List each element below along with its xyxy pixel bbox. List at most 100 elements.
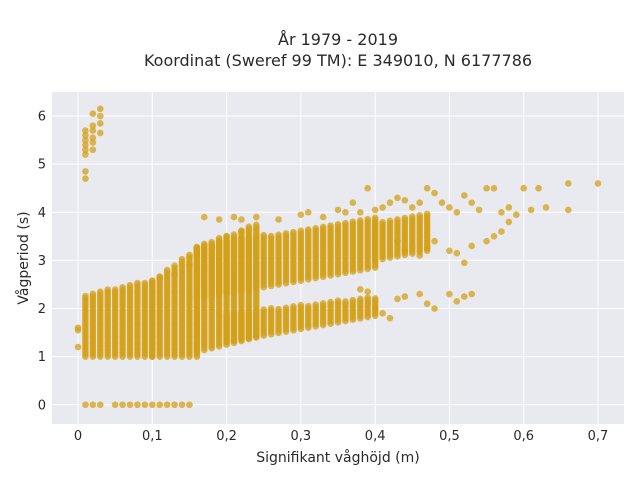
- data-point: [401, 293, 409, 300]
- data-point: [208, 245, 216, 252]
- data-point: [267, 304, 275, 312]
- data-point: [460, 192, 468, 199]
- data-point: [238, 235, 245, 243]
- data-point: [505, 204, 513, 211]
- data-point: [594, 180, 602, 187]
- data-point: [394, 295, 401, 303]
- y-tick-label: 4: [38, 206, 46, 221]
- data-point: [111, 286, 119, 293]
- data-point: [460, 293, 468, 300]
- data-point: [275, 231, 282, 239]
- data-point: [89, 146, 97, 154]
- data-point: [171, 262, 178, 269]
- data-point: [193, 243, 201, 251]
- data-point: [82, 136, 89, 144]
- data-point: [96, 112, 104, 120]
- data-point: [416, 199, 424, 206]
- data-point: [230, 237, 238, 244]
- data-point: [342, 219, 349, 227]
- data-point: [460, 259, 468, 267]
- data-point: [386, 217, 394, 225]
- data-point: [423, 245, 431, 252]
- data-point: [394, 194, 401, 202]
- data-point: [89, 290, 97, 298]
- data-point: [200, 213, 208, 221]
- data-point: [82, 175, 89, 182]
- data-point: [371, 214, 379, 222]
- data-point: [252, 307, 260, 315]
- data-point: [126, 401, 134, 409]
- chart-title-line-2: Koordinat (Sweref 99 TM): E 349010, N 61…: [144, 51, 532, 70]
- data-point: [401, 214, 409, 222]
- data-point: [178, 255, 186, 263]
- data-point: [564, 180, 572, 187]
- data-point: [148, 277, 156, 285]
- x-tick-label: 0,3: [291, 429, 312, 444]
- data-point: [186, 251, 193, 259]
- data-point: [364, 215, 372, 223]
- data-point: [312, 224, 320, 232]
- data-point: [89, 134, 97, 142]
- data-point: [416, 212, 424, 219]
- x-tick-label: 0,7: [588, 429, 609, 444]
- data-point: [379, 310, 386, 317]
- data-point: [431, 237, 438, 245]
- data-point: [431, 189, 438, 197]
- data-point: [490, 233, 498, 240]
- data-point: [282, 304, 290, 312]
- data-point: [356, 208, 364, 216]
- data-point: [312, 301, 320, 308]
- data-point: [134, 279, 141, 287]
- data-point: [82, 151, 89, 158]
- data-point: [156, 401, 164, 409]
- y-axis-title: Vågperiod (s): [15, 211, 32, 304]
- data-point: [119, 401, 126, 409]
- data-point: [379, 204, 386, 211]
- data-point: [327, 298, 334, 306]
- data-point: [96, 288, 104, 295]
- data-point: [148, 401, 156, 409]
- data-point: [446, 290, 453, 298]
- data-point: [371, 295, 379, 302]
- data-point: [82, 127, 89, 134]
- data-point: [371, 206, 379, 214]
- data-point: [408, 242, 416, 250]
- data-point: [349, 218, 357, 226]
- data-point: [349, 296, 357, 304]
- data-point: [82, 146, 89, 154]
- data-point: [453, 208, 461, 216]
- data-point: [96, 129, 104, 137]
- data-point: [186, 401, 193, 409]
- data-point: [104, 286, 112, 293]
- tick-labels: 0 0,1 0,2 0,3 0,4 0,5 0,6 0,7 0 1 2 3 4 5 6: [38, 110, 609, 444]
- data-point: [408, 213, 416, 221]
- data-point: [364, 288, 372, 295]
- data-point: [245, 308, 253, 316]
- data-point: [252, 213, 260, 221]
- data-point: [342, 208, 349, 216]
- data-point: [171, 271, 178, 279]
- data-point: [215, 216, 223, 223]
- data-point: [252, 233, 260, 240]
- data-point: [401, 247, 409, 255]
- data-point: [334, 206, 342, 214]
- data-point: [438, 199, 446, 206]
- data-point: [163, 266, 171, 274]
- data-point: [342, 298, 349, 305]
- data-point: [356, 295, 364, 303]
- data-point: [334, 221, 342, 228]
- data-point: [535, 184, 542, 192]
- data-point: [89, 139, 97, 146]
- data-point: [89, 110, 97, 117]
- data-point: [446, 247, 453, 255]
- data-point: [297, 227, 305, 235]
- data-point: [386, 199, 394, 206]
- data-point: [74, 343, 82, 351]
- data-point: [453, 298, 461, 305]
- data-point: [327, 222, 334, 229]
- data-point: [275, 305, 282, 313]
- data-point: [282, 230, 290, 237]
- data-point: [238, 216, 245, 223]
- data-point: [319, 300, 327, 307]
